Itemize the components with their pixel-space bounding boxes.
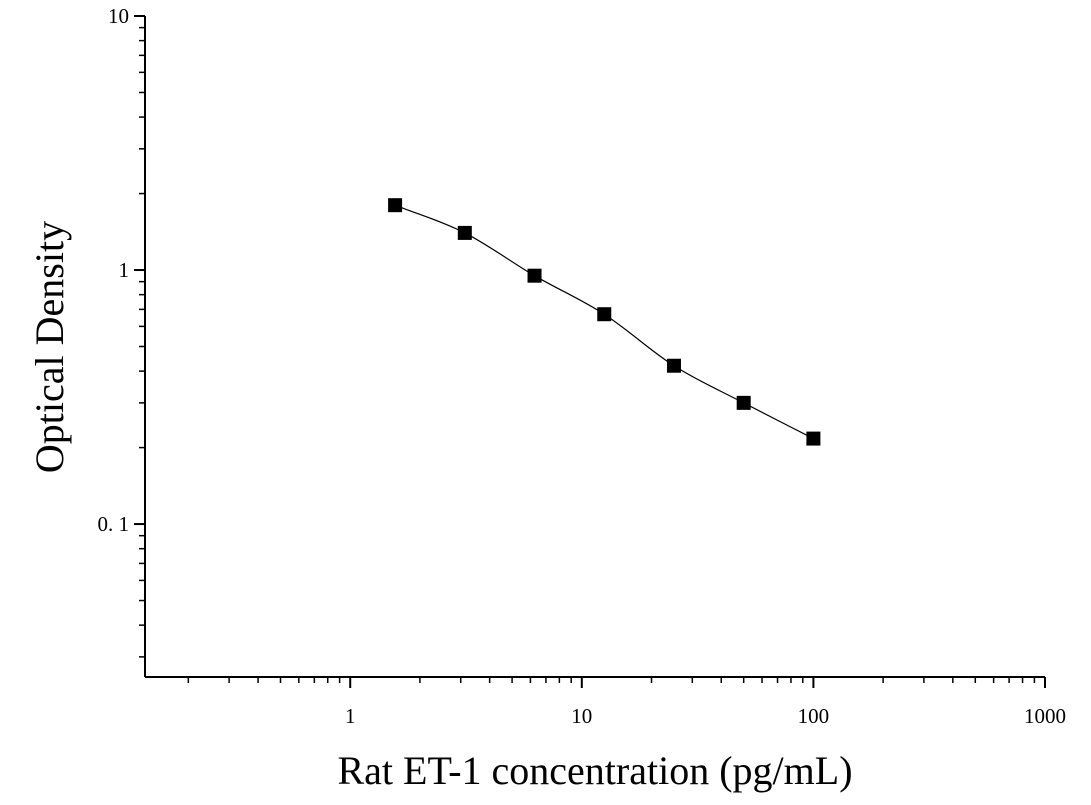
data-point (806, 431, 821, 446)
y-tick-label: 1 (119, 258, 130, 282)
x-tick-label: 10 (571, 704, 592, 728)
y-tick-label: 0. 1 (98, 512, 130, 536)
data-point (457, 225, 472, 240)
x-tick-label: 1000 (1024, 704, 1066, 728)
axes: 1 10 100 1000 0. 1 1 10 (98, 4, 1067, 728)
data-point (736, 395, 751, 410)
x-axis-title: Rat ET-1 concentration (pg/mL) (337, 748, 852, 793)
x-tick-label: 1 (345, 704, 356, 728)
x-tick-label: 100 (798, 704, 830, 728)
data-point (388, 198, 403, 213)
y-tick-label: 10 (108, 4, 129, 28)
data-point (527, 268, 542, 283)
data-points-layer (388, 198, 821, 446)
y-axis-title: Optical Density (27, 221, 72, 473)
data-point (666, 358, 681, 373)
data-point (597, 307, 612, 322)
